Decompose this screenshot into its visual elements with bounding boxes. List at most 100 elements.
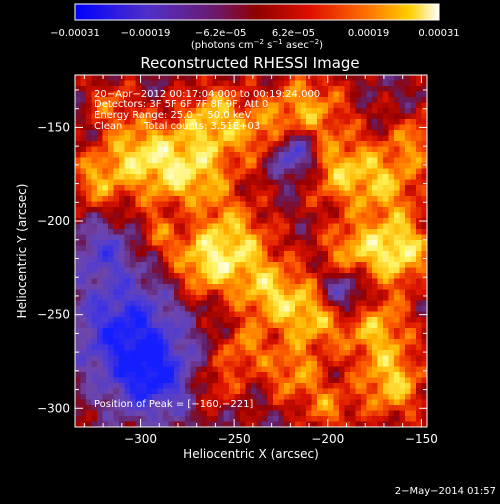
- heatmap-cell: [267, 141, 274, 147]
- heatmap-cell: [278, 218, 285, 224]
- heatmap-cell: [416, 80, 422, 87]
- heatmap-cell: [361, 377, 367, 384]
- heatmap-cell: [124, 86, 131, 92]
- heatmap-cell: [80, 97, 87, 103]
- heatmap-cell: [240, 361, 246, 367]
- heatmap-cell: [306, 377, 312, 384]
- heatmap-cell: [421, 80, 427, 87]
- heatmap-cell: [421, 212, 427, 219]
- heatmap-cell: [185, 361, 191, 367]
- heatmap-cell: [190, 366, 197, 373]
- heatmap-cell: [168, 273, 175, 279]
- heatmap-cell: [394, 75, 400, 81]
- heatmap-cell: [361, 119, 367, 125]
- heatmap-cell: [240, 394, 246, 400]
- heatmap-cell: [311, 410, 318, 417]
- heatmap-cell: [251, 113, 257, 120]
- heatmap-cell: [91, 350, 98, 356]
- heatmap-cell: [212, 377, 219, 384]
- heatmap-cell: [223, 273, 230, 279]
- heatmap-cell: [350, 344, 356, 351]
- heatmap-cell: [179, 306, 186, 312]
- heatmap-cell: [405, 212, 411, 219]
- heatmap-cell: [295, 113, 301, 120]
- heatmap-cell: [300, 350, 307, 356]
- heatmap-cell: [278, 80, 285, 87]
- heatmap-cell: [113, 394, 120, 400]
- heatmap-cell: [284, 135, 290, 142]
- heatmap-cell: [355, 361, 362, 367]
- heatmap-cell: [256, 421, 263, 427]
- heatmap-cell: [311, 124, 318, 131]
- heatmap-cell: [218, 262, 224, 268]
- heatmap-cell: [344, 344, 351, 351]
- heatmap-cell: [157, 168, 164, 175]
- heatmap-cell: [190, 135, 197, 142]
- heatmap-cell: [311, 295, 318, 301]
- heatmap-cell: [201, 405, 208, 411]
- heatmap-cell: [218, 317, 224, 323]
- heatmap-cell: [262, 185, 268, 191]
- heatmap-cell: [185, 201, 191, 208]
- heatmap-cell: [328, 350, 334, 356]
- heatmap-cell: [218, 135, 224, 142]
- heatmap-cell: [421, 394, 427, 400]
- heatmap-cell: [119, 86, 125, 92]
- heatmap-cell: [152, 108, 158, 114]
- heatmap-cell: [410, 119, 417, 125]
- heatmap-cell: [394, 339, 400, 345]
- heatmap-cell: [80, 328, 87, 334]
- heatmap-cell: [163, 119, 169, 125]
- heatmap-cell: [190, 86, 197, 92]
- heatmap-cell: [388, 251, 395, 257]
- heatmap-cell: [240, 174, 246, 180]
- heatmap-cell: [190, 399, 197, 406]
- heatmap-cell: [251, 157, 257, 164]
- heatmap-cell: [306, 196, 312, 202]
- heatmap-cell: [295, 317, 301, 323]
- heatmap-cell: [174, 196, 180, 202]
- heatmap-cell: [163, 130, 169, 136]
- heatmap-cell: [405, 284, 411, 290]
- heatmap-cell: [262, 311, 268, 318]
- heatmap-cell: [157, 163, 164, 169]
- heatmap-cell: [97, 174, 103, 180]
- heatmap-cell: [185, 377, 191, 384]
- heatmap-cell: [86, 102, 92, 109]
- heatmap-cell: [135, 311, 142, 318]
- heatmap-cell: [421, 119, 427, 125]
- heatmap-cell: [75, 317, 81, 323]
- heatmap-cell: [289, 361, 296, 367]
- heatmap-cell: [350, 267, 356, 274]
- heatmap-cell: [262, 278, 268, 285]
- heatmap-cell: [80, 174, 87, 180]
- heatmap-cell: [344, 251, 351, 257]
- heatmap-cell: [212, 372, 219, 378]
- heatmap-cell: [333, 383, 340, 389]
- heatmap-cell: [421, 91, 427, 98]
- heatmap-cell: [113, 339, 120, 345]
- heatmap-cell: [361, 91, 367, 98]
- heatmap-cell: [86, 421, 92, 427]
- heatmap-cell: [328, 234, 334, 241]
- heatmap-cell: [289, 185, 296, 191]
- heatmap-cell: [91, 372, 98, 378]
- heatmap-cell: [240, 108, 246, 114]
- heatmap-cell: [344, 311, 351, 318]
- heatmap-cell: [317, 317, 323, 323]
- heatmap-cell: [267, 333, 274, 340]
- heatmap-cell: [75, 339, 81, 345]
- x-tick-label: −300: [124, 432, 157, 446]
- heatmap-cell: [366, 108, 373, 114]
- heatmap-cell: [410, 185, 417, 191]
- heatmap-cell: [355, 152, 362, 158]
- heatmap-cell: [207, 80, 213, 87]
- heatmap-cell: [311, 262, 318, 268]
- heatmap-cell: [168, 168, 175, 175]
- heatmap-cell: [339, 410, 345, 417]
- heatmap-cell: [163, 306, 169, 312]
- heatmap-cell: [372, 141, 378, 147]
- heatmap-cell: [267, 119, 274, 125]
- heatmap-cell: [108, 262, 114, 268]
- heatmap-cell: [361, 163, 367, 169]
